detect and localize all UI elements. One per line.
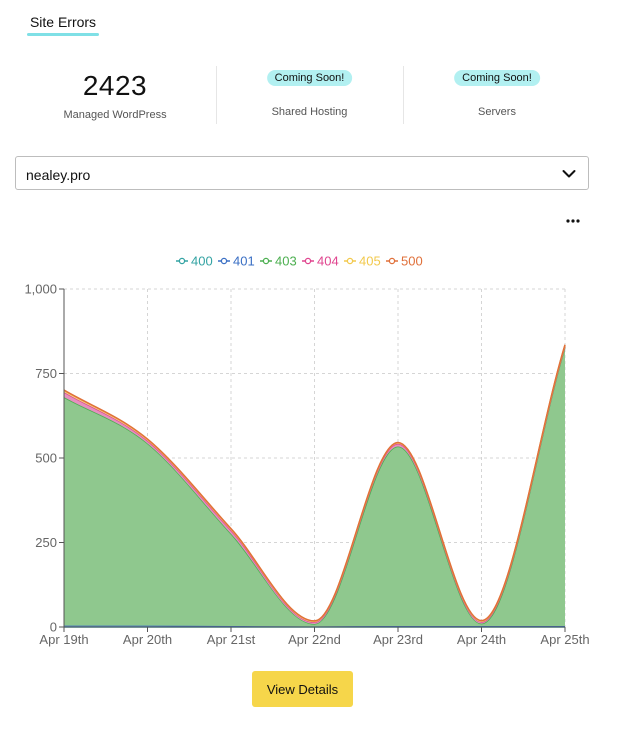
x-tick-label: Apr 24th (457, 632, 506, 647)
x-tick-label: Apr 19th (39, 632, 88, 647)
site-errors-chart: 400 401 403 404 405 500 0 250 500 750 1,000 Apr 19… (24, 254, 589, 648)
x-tick-label: Apr 23rd (373, 632, 423, 647)
legend-item-403[interactable]: 403 (260, 254, 297, 269)
legend-label: 400 (191, 254, 213, 269)
legend-item-400[interactable]: 400 (176, 254, 213, 269)
tab-site-errors[interactable]: Site Errors (27, 6, 99, 36)
site-select-value: nealey.pro (26, 167, 91, 183)
legend-item-405[interactable]: 405 (344, 254, 381, 269)
stat-value: 2423 (82, 70, 148, 101)
y-tick-label: 250 (35, 535, 57, 550)
x-tick-label: Apr 21st (207, 632, 256, 647)
stat-servers: Coming Soon! Servers (404, 66, 590, 126)
stat-shared-hosting: Coming Soon! Shared Hosting (216, 66, 403, 126)
x-tick-label: Apr 25th (540, 632, 589, 647)
x-tick-label: Apr 20th (123, 632, 172, 647)
legend-item-401[interactable]: 401 (218, 254, 255, 269)
legend-label: 401 (233, 254, 255, 269)
stat-label: Shared Hosting (271, 106, 348, 118)
chart-legend: 400 401 403 404 405 500 (176, 254, 423, 269)
legend-item-500[interactable]: 500 (386, 254, 423, 269)
legend-label: 500 (401, 254, 423, 269)
stat-label: Servers (478, 106, 516, 118)
legend-label: 405 (359, 254, 381, 269)
view-details-button[interactable]: View Details (252, 671, 353, 707)
coming-soon-badge: Coming Soon! (266, 70, 353, 86)
legend-item-404[interactable]: 404 (302, 254, 339, 269)
tab-label: Site Errors (29, 14, 97, 30)
stats-summary: 2423 Managed WordPress Coming Soon! Shar… (15, 66, 590, 126)
stat-managed-wordpress: 2423 Managed WordPress (15, 66, 215, 126)
y-tick-label: 750 (35, 366, 57, 381)
site-select[interactable]: nealey.pro (15, 156, 589, 190)
tab-active-indicator (27, 33, 99, 36)
coming-soon-badge: Coming Soon! (454, 70, 540, 86)
area-series-403 (64, 347, 565, 627)
y-tick-label: 500 (35, 451, 57, 466)
legend-label: 403 (275, 254, 297, 269)
y-tick-label: 1,000 (24, 282, 57, 297)
chart-axes: 0 250 500 750 1,000 Apr 19th Apr 20th Apr 21st A… (24, 282, 589, 648)
line-series-500 (63, 344, 566, 622)
chevron-down-icon (562, 170, 576, 178)
stat-divider (216, 66, 217, 124)
more-horizontal-icon[interactable] (562, 212, 584, 230)
y-tick-label: 0 (50, 620, 57, 635)
legend-label: 404 (317, 254, 339, 269)
stat-divider (403, 66, 404, 124)
x-tick-label: Apr 22nd (288, 632, 341, 647)
stat-label: Managed WordPress (63, 109, 167, 121)
